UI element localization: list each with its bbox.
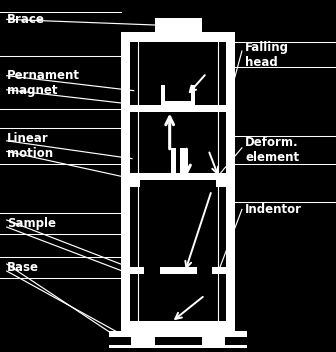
Bar <box>130 42 226 321</box>
Bar <box>171 148 176 180</box>
Bar <box>202 337 225 345</box>
Bar <box>165 86 191 101</box>
Bar <box>121 32 235 331</box>
Bar <box>131 337 155 345</box>
Text: Deform.
element: Deform. element <box>245 136 299 164</box>
Text: Brace: Brace <box>7 13 45 26</box>
Text: Sample: Sample <box>7 217 56 230</box>
Bar <box>161 86 195 105</box>
Text: Pernament
magnet: Pernament magnet <box>7 69 80 97</box>
Bar <box>130 173 226 180</box>
Bar <box>212 267 226 274</box>
Text: Indentor: Indentor <box>245 203 302 216</box>
Bar <box>216 173 226 187</box>
Bar <box>130 173 140 187</box>
Text: Linear
motion: Linear motion <box>7 132 53 160</box>
Text: Falling
head: Falling head <box>245 40 289 69</box>
Bar <box>109 331 247 337</box>
Bar <box>180 148 185 180</box>
Text: Base: Base <box>7 261 39 274</box>
Bar <box>130 267 144 274</box>
Bar <box>130 105 226 113</box>
Bar <box>160 267 197 274</box>
Bar <box>109 345 247 348</box>
Bar <box>155 18 202 32</box>
